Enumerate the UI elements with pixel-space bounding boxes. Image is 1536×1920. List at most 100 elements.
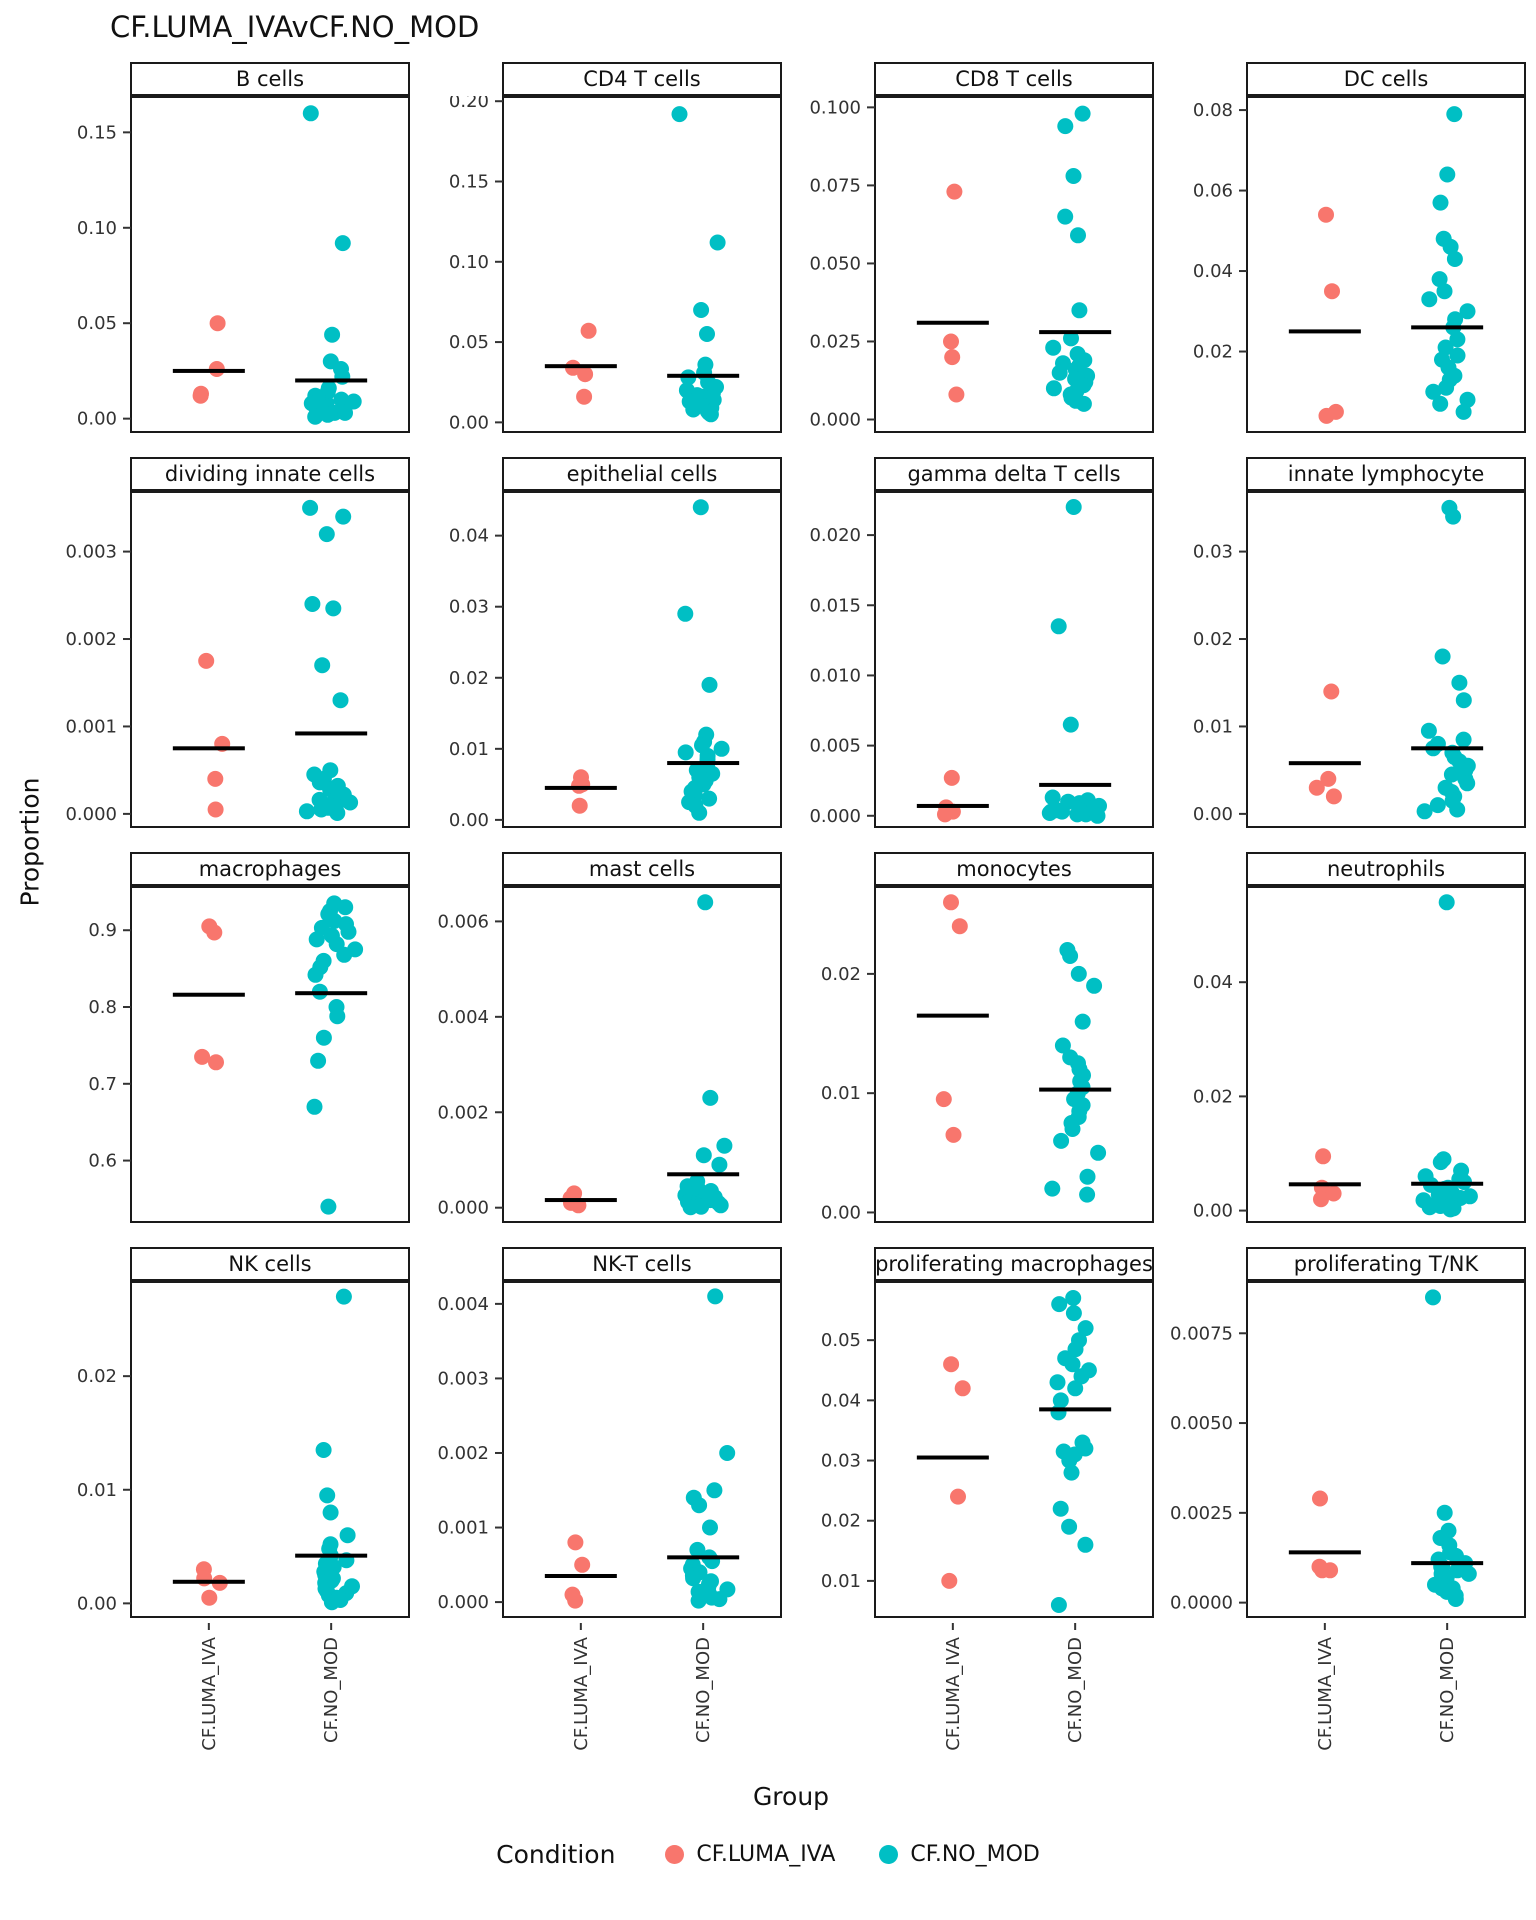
data-point (1044, 1180, 1061, 1197)
data-point (335, 508, 352, 525)
y-tick-label: 0.000 (65, 804, 117, 825)
y-tick-label: 0.00 (821, 1202, 861, 1223)
data-point (1459, 303, 1476, 320)
data-point (719, 1445, 736, 1461)
mean-crossbar (1288, 329, 1361, 334)
facet-strip: monocytes (874, 852, 1154, 886)
data-point (323, 1594, 340, 1611)
y-tick-label: 0.02 (1193, 342, 1233, 363)
data-point (339, 1527, 356, 1544)
legend-item-nomod: CF.NO_MOD (879, 1842, 1040, 1867)
facet-panel: proliferating macrophages 0.01 0.02 0.03 0.0… (791, 1247, 1163, 1623)
y-tick-label: 0.004 (437, 1294, 489, 1315)
data-point (315, 1442, 332, 1458)
data-point (701, 790, 718, 807)
data-point (567, 1592, 584, 1609)
data-point (574, 1556, 591, 1573)
data-point (702, 406, 719, 423)
data-point (677, 605, 694, 622)
data-point (580, 322, 597, 339)
facet-strip: neutrophils (1246, 852, 1526, 886)
panel-border (130, 886, 410, 1223)
facet-strip: proliferating macrophages (874, 1247, 1154, 1281)
data-point (308, 931, 325, 948)
facet-panel: B cells 0.00 0.05 0.10 0.15 (47, 62, 419, 438)
mean-crossbar (544, 1573, 617, 1578)
facet-panel: innate lymphocyte 0.00 0.01 0.02 0.03 (1163, 457, 1535, 833)
data-point (954, 1380, 971, 1397)
mean-crossbar (667, 1555, 740, 1560)
facet-plot-area: 0.000 0.025 0.050 0.075 0.100 (809, 96, 1154, 433)
y-tick-label: 0.00 (77, 409, 117, 430)
mean-crossbar (1039, 1087, 1112, 1092)
mean-crossbar (544, 785, 617, 790)
facet-panel: proliferating T/NK 0.0000 0.0025 0.0050 0.00… (1163, 1247, 1535, 1623)
data-point (711, 1591, 728, 1608)
mean-crossbar (544, 1198, 617, 1203)
data-point (1090, 1144, 1107, 1161)
panel-border (874, 491, 1154, 828)
y-tick-label: 0.050 (809, 253, 861, 274)
data-point (1442, 238, 1459, 255)
data-point (1065, 499, 1082, 515)
data-point (571, 777, 587, 794)
mean-crossbar (916, 320, 989, 325)
facet-strip-label: NK-T cells (592, 1252, 692, 1276)
panel-border (874, 1281, 1154, 1618)
data-point (1041, 805, 1058, 821)
data-point (1324, 283, 1340, 300)
mean-crossbar (1288, 761, 1361, 766)
data-point (1045, 380, 1062, 397)
y-tick-label: 0.05 (449, 332, 489, 353)
data-point (1323, 683, 1340, 700)
y-tick-label: 0.15 (449, 172, 489, 193)
y-tick-label: 0.10 (77, 218, 117, 239)
data-point (1425, 383, 1442, 400)
data-point (1069, 806, 1086, 823)
data-point (318, 526, 335, 543)
panel-border (502, 96, 782, 433)
y-tick-label: 0.15 (77, 122, 117, 143)
data-point (671, 106, 688, 123)
facet-strip: innate lymphocyte (1246, 457, 1526, 491)
data-point (1438, 379, 1455, 396)
y-tick-label: 0.025 (809, 331, 861, 352)
data-point (1421, 1199, 1438, 1216)
data-point (1451, 674, 1468, 691)
data-point (1420, 722, 1437, 739)
data-point (1449, 331, 1466, 348)
facet-plot-area: 0.000 0.002 0.004 0.006 (437, 886, 782, 1223)
facet-plot-area: 0.00 0.01 0.02 0.03 0.04 (449, 491, 782, 831)
data-point (695, 1147, 712, 1164)
data-point (1079, 1168, 1096, 1185)
x-axis-column: CF.LUMA_IVA CF.NO_MOD (1315, 1623, 1458, 1751)
y-tick-label: 0.6 (88, 1151, 117, 1172)
legend-label-nomod: CF.NO_MOD (910, 1842, 1040, 1867)
data-point (691, 804, 708, 821)
data-point (1429, 797, 1446, 814)
data-point (697, 894, 714, 911)
mean-crossbar (1039, 330, 1112, 335)
data-point (1062, 948, 1079, 964)
y-tick-label: 0.00 (1193, 804, 1233, 825)
data-point (342, 794, 359, 811)
data-point (324, 326, 341, 343)
facet-panel: macrophages 0.6 0.7 0.8 0.9 (47, 852, 419, 1228)
data-point (298, 803, 315, 820)
data-point (1070, 227, 1086, 244)
mean-crossbar (544, 364, 617, 369)
data-point (208, 1054, 224, 1071)
y-tick-label: 0.000 (809, 806, 861, 827)
data-point (709, 234, 726, 251)
data-point (1044, 789, 1061, 806)
facet-strip: CD4 T cells (502, 62, 782, 96)
facet-strip: CD8 T cells (874, 62, 1154, 96)
data-point (1075, 395, 1092, 412)
x-axis-column: CF.LUMA_IVA CF.NO_MOD (199, 1623, 342, 1751)
data-point (340, 923, 357, 940)
panel-border (130, 1281, 410, 1618)
y-tick-label: 0.002 (437, 1102, 489, 1123)
data-point (1057, 118, 1074, 135)
data-point (319, 1487, 336, 1504)
